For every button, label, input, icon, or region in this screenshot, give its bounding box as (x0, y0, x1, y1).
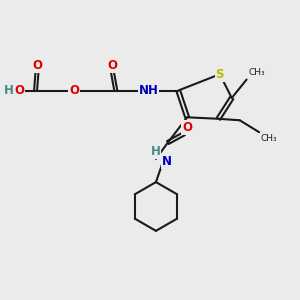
Text: CH₃: CH₃ (248, 68, 265, 77)
Text: CH₃: CH₃ (261, 134, 277, 143)
Text: NH: NH (139, 84, 158, 97)
Text: N: N (162, 155, 172, 168)
Text: O: O (107, 59, 117, 72)
Text: S: S (216, 68, 224, 81)
Text: H: H (151, 145, 161, 158)
Text: O: O (32, 59, 42, 72)
Text: O: O (69, 84, 79, 97)
Text: O: O (182, 121, 192, 134)
Text: O: O (14, 84, 24, 97)
Text: H: H (4, 84, 14, 97)
